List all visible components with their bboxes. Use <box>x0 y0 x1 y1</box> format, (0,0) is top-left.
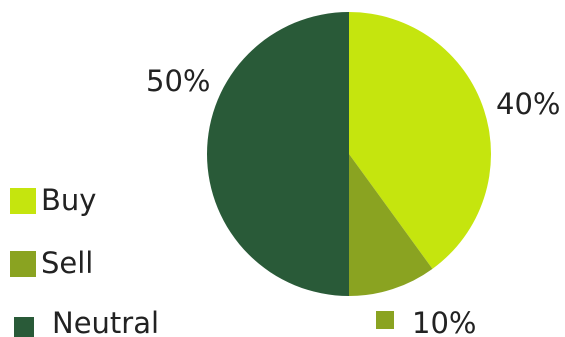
slice-label-buy: 40% <box>496 87 560 121</box>
legend-label-sell: Sell <box>41 246 93 280</box>
pie-slice-buy <box>349 12 491 269</box>
slice-label-sell: 10% <box>412 306 476 337</box>
slice-label-neutral: 50% <box>146 64 210 98</box>
legend-swatch-neutral <box>14 317 34 337</box>
slice-label-sell-swatch <box>376 311 394 329</box>
legend-swatch-buy <box>10 188 36 214</box>
legend-swatch-sell <box>10 251 36 277</box>
legend-label-buy: Buy <box>41 183 96 217</box>
pie-slices <box>207 12 491 296</box>
pie-slice-sell <box>349 154 433 296</box>
legend-label-neutral: Neutral <box>52 306 159 337</box>
pie-slice-neutral <box>207 12 349 296</box>
legend: Buy Sell Neutral <box>10 183 159 337</box>
